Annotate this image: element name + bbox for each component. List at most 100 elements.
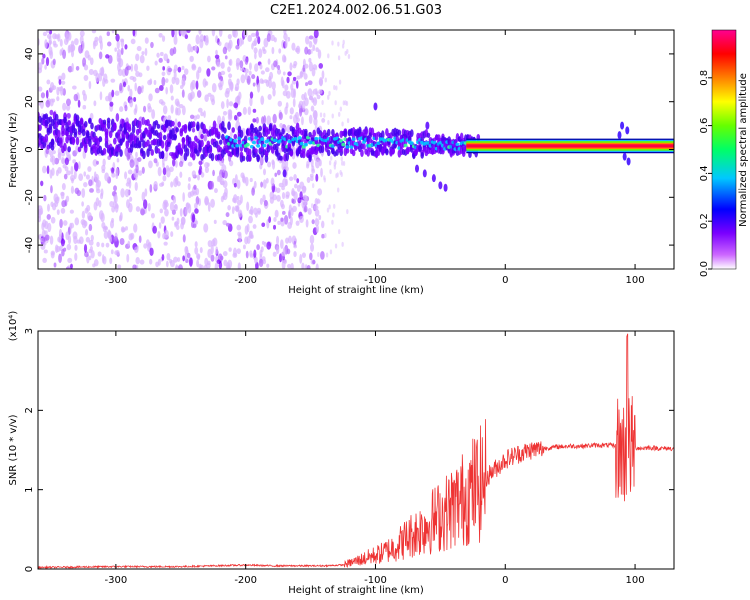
spectrogram-ridge-point: [65, 130, 69, 137]
spectrogram-noise-point: [209, 180, 215, 190]
spectrogram-noise-point: [45, 57, 50, 67]
spectrogram-noise-point: [83, 181, 88, 188]
spectrogram-noise-point: [306, 160, 310, 167]
snr-y-tick-label: 2: [24, 407, 35, 413]
spectrogram-noise-point: [53, 43, 58, 48]
spectrogram-noise-point: [346, 118, 350, 124]
spectrogram-noise-point: [216, 259, 221, 265]
spectrogram-ridge-point: [216, 131, 221, 138]
spectrogram-noise-point: [170, 95, 174, 101]
spectrogram-noise-point: [251, 74, 256, 80]
spectrogram-ridge-point: [235, 148, 240, 158]
spectrogram-ridge-point: [71, 136, 76, 146]
spectrogram-noise-point: [308, 61, 314, 72]
spectrogram-noise-point: [56, 245, 61, 253]
spectrogram-noise-point: [82, 57, 87, 67]
spectrogram-noise-point: [187, 161, 193, 167]
spectrogram-noise-point: [195, 34, 200, 45]
spectrogram-ridge-point: [293, 137, 298, 141]
spectrogram-noise-point: [315, 224, 319, 234]
spectrogram-noise-point: [312, 259, 316, 265]
spectrogram-noise-point: [139, 259, 145, 265]
spectrogram-noise-point: [154, 60, 158, 66]
spectrogram-noise-point: [339, 106, 343, 112]
spectrogram-noise-point: [265, 79, 270, 87]
spectrogram-noise-point: [277, 65, 281, 70]
spectrogram-noise-point: [236, 179, 241, 190]
spectrogram-noise-point: [58, 253, 62, 264]
spectrogram-ridge-point: [104, 135, 109, 144]
spectrogram-noise-point: [220, 76, 224, 82]
spectrogram-ridge-point: [326, 149, 331, 157]
spectrogram-noise-point: [119, 82, 123, 92]
spectrogram-noise-point: [196, 259, 200, 268]
spectrogram-noise-point: [237, 262, 241, 269]
spectrogram-noise-point: [74, 252, 78, 261]
spectrogram-noise-point: [222, 219, 228, 226]
spectrogram-ridge-point: [376, 141, 381, 146]
spectrogram-noise-point: [227, 33, 232, 40]
spectrogram-noise-point: [185, 202, 191, 209]
spectrogram-noise-point: [137, 157, 142, 162]
spectrogram-noise-point: [124, 171, 128, 180]
spectrogram-noise-point: [127, 240, 131, 247]
spectrogram-noise-point: [321, 70, 325, 80]
spectrogram-noise-point: [113, 185, 117, 192]
spectrogram-noise-point: [273, 216, 277, 223]
spectrogram-noise-point: [262, 168, 267, 176]
spectrogram-noise-point: [285, 194, 290, 199]
spectrogram-noise-point: [311, 219, 315, 225]
spectrogram-noise-point: [64, 157, 69, 166]
spectrogram-noise-point: [147, 102, 151, 110]
spectrogram-noise-point: [203, 223, 209, 233]
spectrogram-noise-point: [170, 104, 174, 114]
spectrogram-ridge-point: [90, 122, 94, 130]
spectrogram-noise-point: [88, 68, 94, 76]
spectrogram-noise-point: [286, 263, 292, 269]
spectrogram-noise-point: [50, 216, 56, 224]
spectrogram-noise-point: [233, 247, 237, 257]
spectrogram-noise-point: [88, 255, 92, 261]
spectrogram-noise-point: [276, 194, 281, 202]
spectrogram-noise-point: [138, 235, 142, 244]
spectrogram-noise-point: [135, 53, 140, 62]
spectrogram-noise-point: [341, 160, 344, 166]
spectrogram-noise-point: [83, 220, 88, 227]
spectrogram-noise-point: [236, 199, 242, 206]
spectrogram-noise-point: [285, 102, 289, 109]
spectrogram-noise-point: [228, 73, 233, 79]
spectrogram-ridge-point: [75, 136, 80, 146]
spectrogram-noise-point: [215, 246, 219, 255]
spectrogram-noise-point: [298, 103, 302, 109]
spectrogram-noise-point: [236, 224, 242, 231]
spectrogram-noise-point: [58, 79, 62, 85]
spectrogram-noise-point: [253, 37, 257, 46]
spectrogram-ridge-point: [314, 149, 319, 156]
spectrogram-noise-point: [167, 115, 172, 120]
spectrogram-noise-point: [195, 80, 199, 90]
spectrogram-noise-point: [115, 33, 120, 42]
spectrogram-ridge-point: [61, 125, 65, 134]
spectrogram-noise-point: [307, 49, 312, 55]
colorbar: 0.0 0.2 0.4 0.6 0.8 Normalized spectral ampl…: [699, 29, 749, 277]
spectrogram-noise-point: [102, 158, 106, 167]
spectrogram-noise-point: [227, 205, 231, 211]
spectrogram-disturbance-point: [622, 152, 627, 161]
spectrogram-noise-point: [262, 179, 267, 189]
spectrogram-ridge-point: [410, 129, 414, 138]
spectrogram-noise-point: [325, 252, 329, 258]
spectrogram-noise-point: [187, 30, 191, 34]
spectrogram-noise-point: [129, 88, 133, 98]
spectrogram-noise-point: [260, 95, 265, 106]
spectrogram-noise-point: [74, 161, 79, 172]
spectrogram-ridge-point: [67, 146, 71, 153]
spectrogram-noise-point: [57, 151, 62, 161]
spectrogram-noise-point: [317, 198, 320, 204]
spectrogram-ridge-point: [56, 129, 61, 138]
spectrogram-y-tick-label: -20: [24, 189, 35, 205]
spectrogram-noise-point: [127, 169, 133, 175]
spectrogram-ridge-point: [98, 136, 103, 143]
spectrogram-noise-point: [320, 167, 323, 178]
spectrogram-noise-point: [248, 215, 253, 224]
spectrogram-noise-point: [91, 30, 97, 34]
